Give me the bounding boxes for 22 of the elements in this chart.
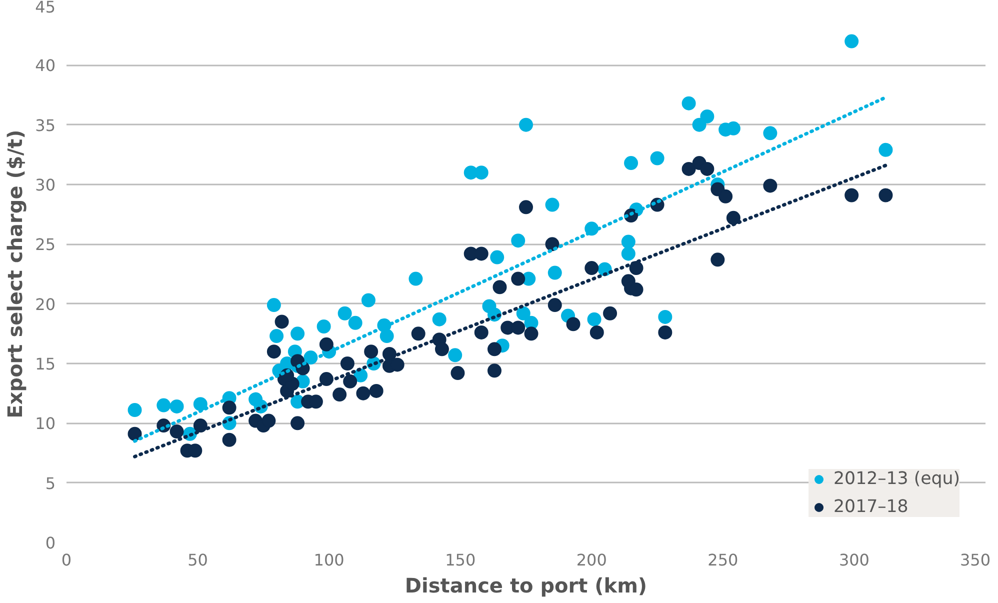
x-axis-title: Distance to port (km) xyxy=(404,574,648,598)
y-tick-label: 20 xyxy=(35,294,56,314)
legend-label: 2017–18 xyxy=(834,497,908,517)
y-tick-label: 15 xyxy=(35,354,56,374)
y-tick-label: 10 xyxy=(35,414,56,434)
x-tick-label: 300 xyxy=(838,550,870,570)
y-axis-title: Export select charge ($/t) xyxy=(3,130,28,418)
y-tick-label: 40 xyxy=(35,56,56,76)
x-tick-label: 250 xyxy=(708,550,738,570)
y-tick-label: 30 xyxy=(35,176,56,194)
x-tick-label: 100 xyxy=(314,550,344,570)
y-tick-label: 0 xyxy=(45,534,56,552)
x-tick-label: 350 xyxy=(960,550,991,570)
y-tick-label: 45 xyxy=(35,0,56,16)
legend-label: 2012–13 (equ) xyxy=(834,469,960,489)
x-tick-label: 50 xyxy=(188,550,208,570)
y-tick-label: 5 xyxy=(45,474,56,493)
x-tick-label: 0 xyxy=(61,550,72,570)
x-tick-label: 200 xyxy=(576,550,607,570)
y-tick-label: 35 xyxy=(35,116,56,135)
y-tick-label: 25 xyxy=(35,235,56,254)
x-tick-label: 150 xyxy=(445,550,476,570)
